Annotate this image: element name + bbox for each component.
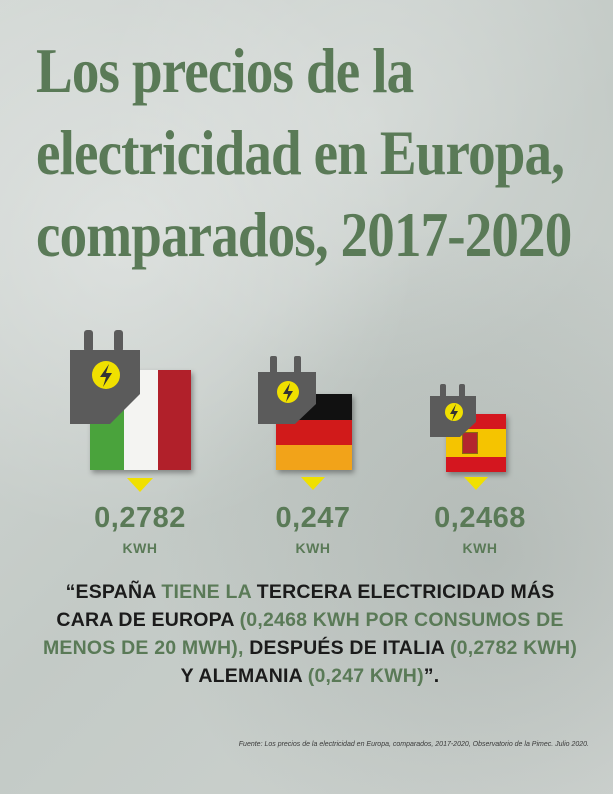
price-value-germany: 0,247 bbox=[275, 502, 351, 534]
quote-part-7: Y ALEMANIA bbox=[180, 665, 303, 687]
plug-icon bbox=[70, 330, 140, 424]
plug-icon bbox=[258, 356, 316, 424]
title-line-3: comparados, 2017-2020 bbox=[36, 199, 572, 270]
country-germany: 0,247 KWH bbox=[256, 356, 376, 561]
pointer-icon bbox=[127, 478, 153, 492]
country-italy: 0,2782 KWH bbox=[70, 330, 200, 560]
source-note: Fuente: Los precios de la electricidad e… bbox=[238, 741, 589, 748]
quote-part-6: (0,2782 KWH) bbox=[444, 637, 578, 659]
quote: “ESPAÑA TIENE LA TERCERA ELECTRICIDAD MÁ… bbox=[40, 578, 580, 690]
plug-icon bbox=[430, 384, 476, 437]
quote-part-3: TERCERA ELECTRICIDAD MÁS CARA DE EUROPA bbox=[56, 581, 555, 631]
country-spain: 0,2468 KWH bbox=[420, 384, 540, 561]
pointer-icon bbox=[301, 477, 325, 490]
price-unit-spain: KWH bbox=[462, 540, 498, 556]
pointer-icon bbox=[464, 477, 488, 490]
price-unit-italy: KWH bbox=[122, 540, 158, 556]
price-value-spain: 0,2468 bbox=[434, 502, 526, 534]
quote-part-1: “ESPAÑA bbox=[65, 581, 156, 603]
quote-part-5: DESPUÉS DE ITALIA bbox=[243, 637, 445, 659]
price-unit-germany: KWH bbox=[295, 540, 331, 556]
title-line-2: electricidad en Europa, bbox=[36, 117, 565, 188]
quote-part-8: (0,247 KWH) bbox=[302, 665, 424, 687]
title-line-1: Los precios de la bbox=[36, 35, 414, 106]
quote-part-9: ”. bbox=[423, 665, 440, 687]
page-title: Los precios de la electricidad en Europa… bbox=[36, 30, 572, 276]
price-value-italy: 0,2782 bbox=[94, 502, 186, 534]
quote-part-4: (0,2468 KWH POR CONSUMOS DE MENOS DE 20 … bbox=[42, 609, 564, 659]
quote-part-2: TIENE LA bbox=[155, 581, 257, 603]
